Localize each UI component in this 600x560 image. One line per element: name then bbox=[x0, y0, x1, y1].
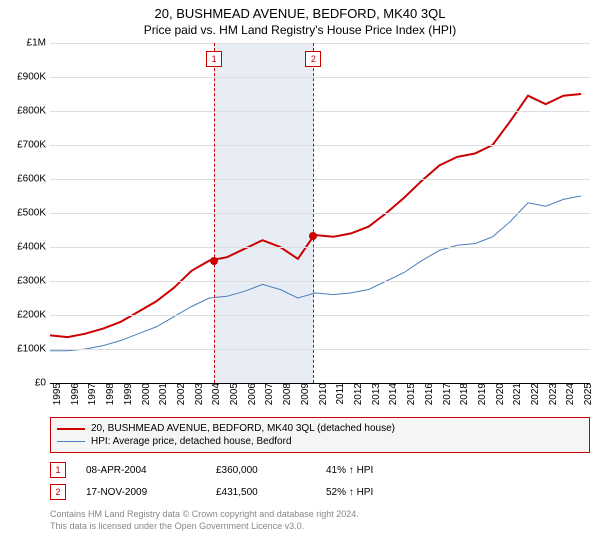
sale-vline bbox=[214, 43, 215, 383]
x-axis-label: 2002 bbox=[174, 383, 187, 405]
series-property bbox=[50, 94, 581, 337]
x-axis-label: 2020 bbox=[493, 383, 506, 405]
sale-date: 17-NOV-2009 bbox=[86, 487, 196, 498]
sale-marker-icon: 2 bbox=[50, 484, 66, 500]
y-axis-label: £900K bbox=[17, 72, 50, 83]
x-axis-label: 2000 bbox=[139, 383, 152, 405]
sale-marker-icon: 2 bbox=[305, 51, 321, 67]
sale-pct: 52% ↑ HPI bbox=[326, 487, 416, 498]
y-axis-label: £600K bbox=[17, 174, 50, 185]
x-axis-label: 2022 bbox=[528, 383, 541, 405]
y-axis-label: £100K bbox=[17, 344, 50, 355]
gridline bbox=[50, 213, 590, 214]
chart-title: 20, BUSHMEAD AVENUE, BEDFORD, MK40 3QL bbox=[0, 0, 600, 21]
sales-row: 1 08-APR-2004 £360,000 41% ↑ HPI bbox=[50, 459, 590, 481]
footnote-line: Contains HM Land Registry data © Crown c… bbox=[50, 509, 590, 521]
x-axis-label: 2003 bbox=[192, 383, 205, 405]
y-axis-label: £400K bbox=[17, 242, 50, 253]
chart-plot-area: £0£100K£200K£300K£400K£500K£600K£700K£80… bbox=[50, 43, 590, 383]
sale-marker-icon: 1 bbox=[50, 462, 66, 478]
sale-date: 08-APR-2004 bbox=[86, 465, 196, 476]
sales-table: 1 08-APR-2004 £360,000 41% ↑ HPI 2 17-NO… bbox=[50, 459, 590, 503]
x-axis-label: 2023 bbox=[546, 383, 559, 405]
gridline bbox=[50, 145, 590, 146]
gridline bbox=[50, 281, 590, 282]
gridline bbox=[50, 349, 590, 350]
gridline bbox=[50, 77, 590, 78]
x-axis-label: 2015 bbox=[404, 383, 417, 405]
x-axis-label: 2007 bbox=[262, 383, 275, 405]
legend-item: 20, BUSHMEAD AVENUE, BEDFORD, MK40 3QL (… bbox=[57, 422, 583, 435]
chart-subtitle: Price paid vs. HM Land Registry's House … bbox=[0, 21, 600, 43]
legend-item: HPI: Average price, detached house, Bedf… bbox=[57, 435, 583, 448]
y-axis-label: £200K bbox=[17, 310, 50, 321]
gridline bbox=[50, 179, 590, 180]
x-axis-label: 2018 bbox=[457, 383, 470, 405]
x-axis-label: 2004 bbox=[209, 383, 222, 405]
x-axis-label: 2024 bbox=[563, 383, 576, 405]
x-axis-label: 2013 bbox=[369, 383, 382, 405]
footnote-line: This data is licensed under the Open Gov… bbox=[50, 521, 590, 533]
gridline bbox=[50, 247, 590, 248]
y-axis-label: £1M bbox=[27, 38, 50, 49]
y-axis-label: £0 bbox=[35, 378, 50, 389]
x-axis-label: 2009 bbox=[298, 383, 311, 405]
sale-dot bbox=[210, 257, 218, 265]
sale-pct: 41% ↑ HPI bbox=[326, 465, 416, 476]
x-axis-label: 2011 bbox=[333, 383, 346, 405]
y-axis-label: £800K bbox=[17, 106, 50, 117]
sales-row: 2 17-NOV-2009 £431,500 52% ↑ HPI bbox=[50, 481, 590, 503]
y-axis-label: £700K bbox=[17, 140, 50, 151]
legend-swatch bbox=[57, 441, 85, 442]
gridline bbox=[50, 315, 590, 316]
sale-vline bbox=[313, 43, 314, 383]
x-axis-label: 2006 bbox=[245, 383, 258, 405]
legend-label: 20, BUSHMEAD AVENUE, BEDFORD, MK40 3QL (… bbox=[91, 423, 395, 434]
x-axis-label: 2017 bbox=[440, 383, 453, 405]
x-axis-label: 1995 bbox=[50, 383, 63, 405]
gridline bbox=[50, 43, 590, 44]
x-axis-label: 2025 bbox=[581, 383, 594, 405]
gridline bbox=[50, 111, 590, 112]
x-axis-label: 2016 bbox=[422, 383, 435, 405]
sale-marker-icon: 1 bbox=[206, 51, 222, 67]
x-axis-label: 2001 bbox=[156, 383, 169, 405]
legend-label: HPI: Average price, detached house, Bedf… bbox=[91, 436, 292, 447]
x-axis-label: 1999 bbox=[121, 383, 134, 405]
x-axis-label: 2014 bbox=[386, 383, 399, 405]
x-axis-label: 2008 bbox=[280, 383, 293, 405]
x-axis-label: 2005 bbox=[227, 383, 240, 405]
sale-dot bbox=[309, 232, 317, 240]
x-axis-label: 2021 bbox=[510, 383, 523, 405]
series-hpi bbox=[50, 196, 581, 351]
x-axis-label: 2012 bbox=[351, 383, 364, 405]
footnote: Contains HM Land Registry data © Crown c… bbox=[50, 509, 590, 532]
x-axis-label: 1998 bbox=[103, 383, 116, 405]
x-axis-label: 1996 bbox=[68, 383, 81, 405]
chart-container: 20, BUSHMEAD AVENUE, BEDFORD, MK40 3QL P… bbox=[0, 0, 600, 560]
x-axis-label: 1997 bbox=[85, 383, 98, 405]
sale-price: £431,500 bbox=[216, 487, 306, 498]
legend-swatch bbox=[57, 428, 85, 430]
y-axis-label: £500K bbox=[17, 208, 50, 219]
legend: 20, BUSHMEAD AVENUE, BEDFORD, MK40 3QL (… bbox=[50, 417, 590, 453]
x-axis-label: 2010 bbox=[316, 383, 329, 405]
sale-price: £360,000 bbox=[216, 465, 306, 476]
y-axis-label: £300K bbox=[17, 276, 50, 287]
x-axis-label: 2019 bbox=[475, 383, 488, 405]
